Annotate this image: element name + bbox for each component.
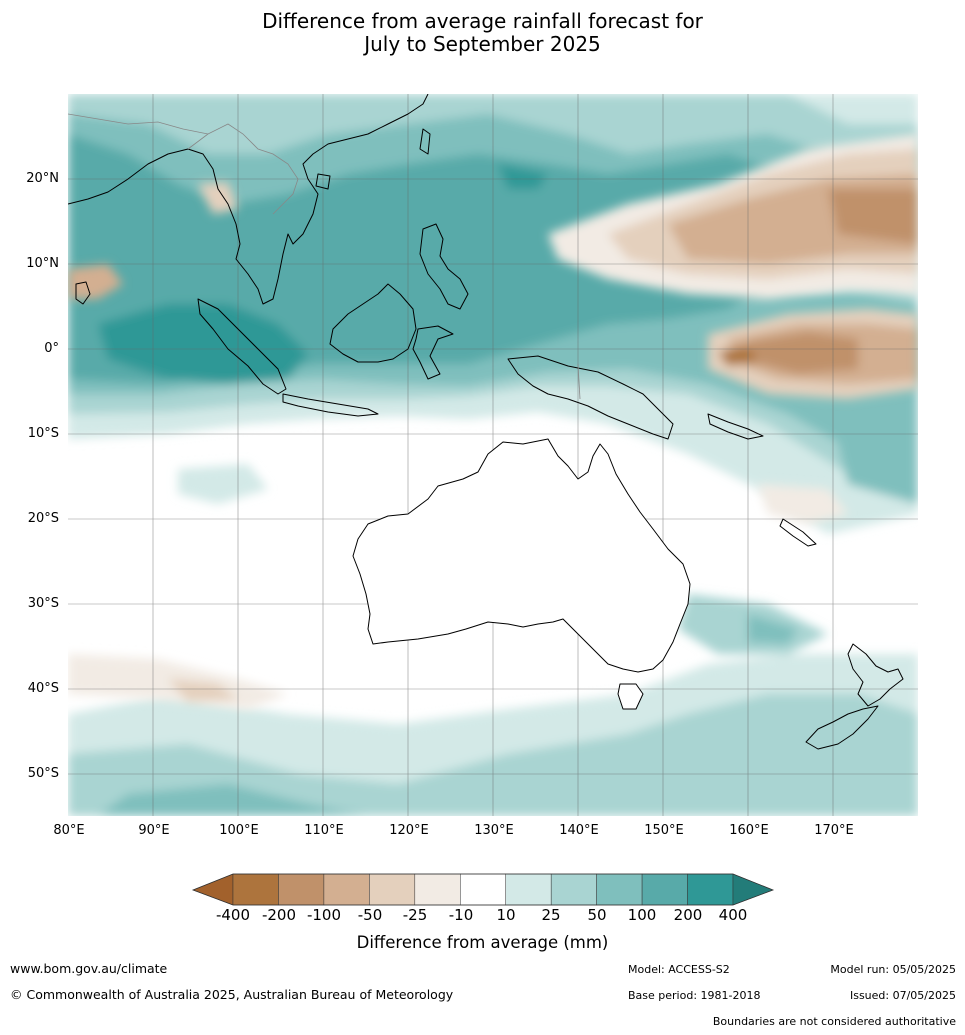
- lat-label-50s: 50°S: [27, 766, 59, 781]
- mainland-asia-coastline: [68, 94, 429, 305]
- wet-core-equatorial: [98, 304, 308, 384]
- australia-coastline: [352, 438, 691, 673]
- colorbar-tick-neg400: -400: [215, 906, 251, 924]
- lat-label-10s: 10°S: [27, 426, 59, 441]
- colorbar-swatch: [596, 873, 643, 906]
- hainan-coastline: [315, 173, 331, 190]
- colorbar-tick-200: 200: [673, 906, 703, 924]
- colorbar-tick-100: 100: [627, 906, 657, 924]
- new-caledonia-coastline: [779, 518, 817, 547]
- wet-patch-indian-ocean: [178, 464, 268, 504]
- country-boundaries: [68, 113, 581, 400]
- title-line-2: July to September 2025: [364, 32, 601, 56]
- tasmania-coastline: [617, 683, 644, 710]
- sulawesi-coastline: [412, 325, 454, 380]
- colorbar-swatch: [369, 873, 416, 906]
- dry-anomaly-field: [68, 134, 918, 709]
- colorbar-swatch: [323, 873, 370, 906]
- copyright-text: © Commonwealth of Australia 2025, Austra…: [10, 987, 454, 1002]
- colorbar: [191, 873, 775, 906]
- lon-label-130e: 130°E: [474, 823, 514, 838]
- colorbar-tick-neg50: -50: [357, 906, 383, 924]
- dry-region-south-indian-ocean-strong: [168, 679, 238, 702]
- colorbar-arrow-low: [192, 873, 234, 906]
- sumatra-coastline: [197, 298, 287, 395]
- new-guinea-coastline: [507, 355, 674, 440]
- java-coastline: [282, 393, 379, 417]
- lat-label-20s: 20°S: [27, 511, 59, 526]
- lon-label-120e: 120°E: [389, 823, 429, 838]
- dry-region-north-pacific-core: [828, 189, 918, 244]
- colorbar-tick-50: 50: [587, 906, 607, 924]
- lat-label-30s: 30°S: [27, 596, 59, 611]
- wet-band-south-strong: [98, 784, 368, 816]
- colorbar-tick-neg100: -100: [306, 906, 342, 924]
- map-svg: [68, 94, 918, 816]
- philippines-coastline: [419, 223, 469, 310]
- colorbar-title: Difference from average (mm): [356, 933, 609, 952]
- boundary-new-guinea: [577, 363, 581, 400]
- colorbar-swatch: [641, 873, 688, 906]
- colorbar-tick-neg25: -25: [402, 906, 428, 924]
- lat-label-20n: 20°N: [26, 171, 59, 186]
- colorbar-swatch: [278, 873, 325, 906]
- colorbar-tick-400: 400: [718, 906, 748, 924]
- colorbar-tick-neg10: -10: [448, 906, 474, 924]
- wet-patch-east-pacific: [838, 424, 918, 504]
- boundary-china-border: [68, 113, 209, 135]
- sri-lanka-coastline: [75, 281, 91, 305]
- colorbar-tick-25: 25: [541, 906, 561, 924]
- new-zealand-north-coastline: [847, 643, 904, 707]
- colorbar-swatch: [414, 873, 461, 906]
- taiwan-coastline: [419, 128, 431, 155]
- coastlines: [68, 94, 904, 750]
- lon-label-100e: 100°E: [219, 823, 259, 838]
- colorbar-outline: [191, 873, 775, 906]
- colorbar-tick-10: 10: [496, 906, 516, 924]
- chart-title: Difference from average rainfall forecas…: [0, 10, 965, 56]
- lon-label-90e: 90°E: [138, 823, 170, 838]
- colorbar-swatch: [550, 873, 597, 906]
- colorbar-swatch: [687, 873, 734, 906]
- solomon-islands-coastline: [707, 413, 764, 440]
- lon-label-80e: 80°E: [53, 823, 85, 838]
- lat-label-0: 0°: [44, 341, 59, 356]
- dry-region-andaman: [198, 182, 238, 214]
- title-line-1: Difference from average rainfall forecas…: [262, 9, 703, 33]
- base-period: Base period: 1981-2018: [628, 989, 761, 1002]
- colorbar-swatches: [192, 873, 774, 906]
- wet-patch-tasman-core: [748, 614, 798, 644]
- boundaries-disclaimer: Boundaries are not considered authoritat…: [712, 1015, 956, 1028]
- new-zealand-south-coastline: [805, 705, 879, 750]
- lat-label-40s: 40°S: [27, 681, 59, 696]
- website-link[interactable]: www.bom.gov.au/climate: [10, 961, 168, 976]
- dry-region-tasman: [758, 484, 848, 524]
- model-name: Model: ACCESS-S2: [628, 963, 730, 976]
- wet-core-south-china-sea: [498, 164, 548, 189]
- graticule: [68, 94, 918, 816]
- rainfall-anomaly-map[interactable]: [68, 94, 918, 816]
- lon-label-110e: 110°E: [304, 823, 344, 838]
- colorbar-swatch: [505, 873, 552, 906]
- colorbar-arrow-high: [732, 873, 774, 906]
- wet-band-south: [68, 694, 918, 816]
- lat-label-10n: 10°N: [26, 256, 59, 271]
- dry-region-bay-of-bengal-west: [68, 264, 123, 299]
- boundary-mainland-southeast-asia: [187, 123, 299, 215]
- colorbar-tick-neg200: -200: [261, 906, 297, 924]
- issued-date: Issued: 07/05/2025: [849, 989, 956, 1002]
- lon-label-160e: 160°E: [729, 823, 769, 838]
- model-run-date: Model run: 05/05/2025: [830, 963, 956, 976]
- lon-label-170e: 170°E: [814, 823, 854, 838]
- borneo-coastline: [329, 283, 417, 363]
- colorbar-swatch: [232, 873, 279, 906]
- dry-region-equatorial-pacific-strong: [748, 332, 858, 374]
- colorbar-swatch: [460, 873, 506, 906]
- lon-label-140e: 140°E: [559, 823, 599, 838]
- lon-label-150e: 150°E: [644, 823, 684, 838]
